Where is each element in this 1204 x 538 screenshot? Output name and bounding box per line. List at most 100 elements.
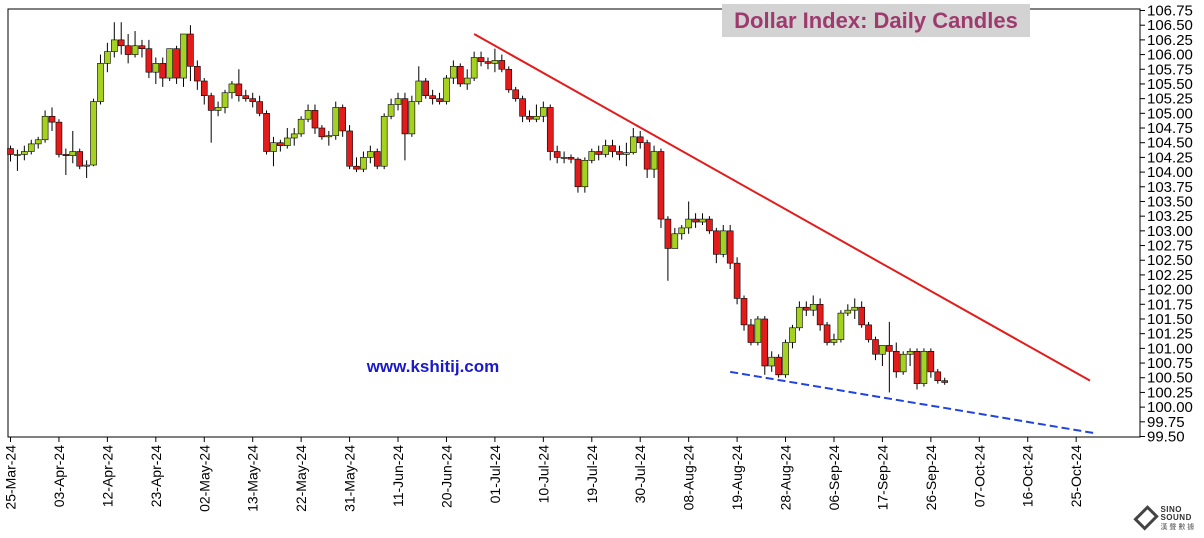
x-tick-label: 11-Jun-24 [390, 445, 406, 507]
candle [920, 348, 928, 387]
y-tick-label: 103.75 [1147, 179, 1193, 196]
x-tick-label: 22-May-24 [293, 445, 309, 512]
candle [207, 92, 215, 143]
candle [470, 51, 478, 82]
candle-body [152, 63, 160, 73]
candle-body [297, 118, 305, 135]
candle [325, 130, 333, 146]
candle-body [872, 339, 879, 355]
candle [623, 142, 630, 167]
candle-body [740, 298, 748, 326]
candle-body [477, 57, 485, 62]
candle [304, 104, 312, 123]
candle-body [664, 218, 672, 249]
candle-body [415, 80, 423, 102]
candle [726, 224, 734, 270]
candle [283, 128, 291, 149]
y-tick-label: 100.75 [1147, 355, 1193, 372]
x-tick-label: 26-Sep-24 [923, 445, 939, 511]
candle-body [934, 371, 942, 381]
candle [290, 128, 298, 146]
candle [450, 60, 457, 84]
candle-body [131, 45, 139, 55]
candle [941, 377, 949, 385]
resistance-trendline [473, 33, 1091, 382]
sino-sound-logo: SINO SOUND 漢 聲 數 據 [1133, 504, 1202, 532]
candle [456, 63, 464, 87]
candle [180, 33, 187, 87]
candle [574, 157, 582, 193]
candle-body [443, 77, 450, 102]
candle [429, 89, 436, 105]
candle-body [207, 95, 215, 111]
y-tick-label: 102.75 [1147, 238, 1193, 255]
y-axis: 106.75106.50106.25106.00105.75105.50105.… [1140, 3, 1193, 446]
candle [14, 149, 21, 171]
candle [111, 22, 118, 58]
candle [21, 145, 28, 161]
candle [194, 60, 201, 90]
candle-body [560, 157, 568, 159]
candle [235, 69, 243, 102]
candle [546, 104, 554, 161]
candle-body [97, 63, 104, 102]
y-tick-label: 104.50 [1147, 135, 1193, 152]
candle [830, 333, 838, 346]
candle [484, 57, 492, 70]
candle-body [540, 107, 547, 117]
candle-body [699, 218, 706, 223]
candle-body [796, 306, 803, 329]
candle-body [353, 165, 360, 170]
y-tick-label: 106.25 [1147, 32, 1193, 49]
y-tick-label: 101.25 [1147, 326, 1193, 343]
candle [249, 92, 256, 108]
candle-body [671, 233, 679, 249]
candle-body [906, 350, 914, 355]
candle-body [484, 61, 492, 64]
candle [491, 48, 499, 73]
candle-body [706, 218, 713, 232]
candle [636, 130, 644, 149]
candle [616, 145, 623, 161]
candle [560, 151, 568, 164]
candle-body [892, 350, 900, 373]
y-tick-label: 102.00 [1147, 282, 1193, 299]
y-tick-label: 103.25 [1147, 208, 1193, 225]
candle [41, 110, 49, 143]
candle [789, 324, 796, 349]
candle [104, 42, 111, 73]
candle [588, 148, 596, 164]
x-tick-label: 25-Oct-24 [1068, 445, 1084, 507]
candle-body [145, 48, 153, 73]
candle-body [941, 380, 949, 383]
candle [699, 213, 706, 225]
candle [297, 116, 305, 137]
y-tick-label: 104.25 [1147, 149, 1193, 166]
candle-body [214, 107, 222, 111]
candle-body [802, 306, 810, 311]
candle-body [865, 324, 872, 340]
x-tick-label: 13-May-24 [245, 445, 261, 512]
candle-body [242, 95, 250, 99]
candle [809, 295, 817, 317]
candle-body [470, 57, 478, 79]
x-tick-label: 31-May-24 [342, 445, 358, 512]
candle-body [879, 345, 886, 355]
candle [463, 69, 471, 90]
candle [69, 130, 77, 164]
candle [27, 139, 35, 155]
y-tick-label: 101.50 [1147, 311, 1193, 328]
y-tick-label: 102.50 [1147, 252, 1193, 269]
candle-body [692, 218, 699, 223]
candle [83, 160, 90, 178]
candle [678, 224, 686, 240]
candle-body [76, 151, 83, 167]
candle [892, 342, 900, 378]
candle [567, 154, 575, 164]
candle [401, 92, 409, 161]
candle-body [602, 145, 609, 155]
candle [775, 354, 782, 378]
candle-body [636, 136, 644, 144]
candle [353, 157, 360, 173]
candle-body [809, 303, 817, 311]
